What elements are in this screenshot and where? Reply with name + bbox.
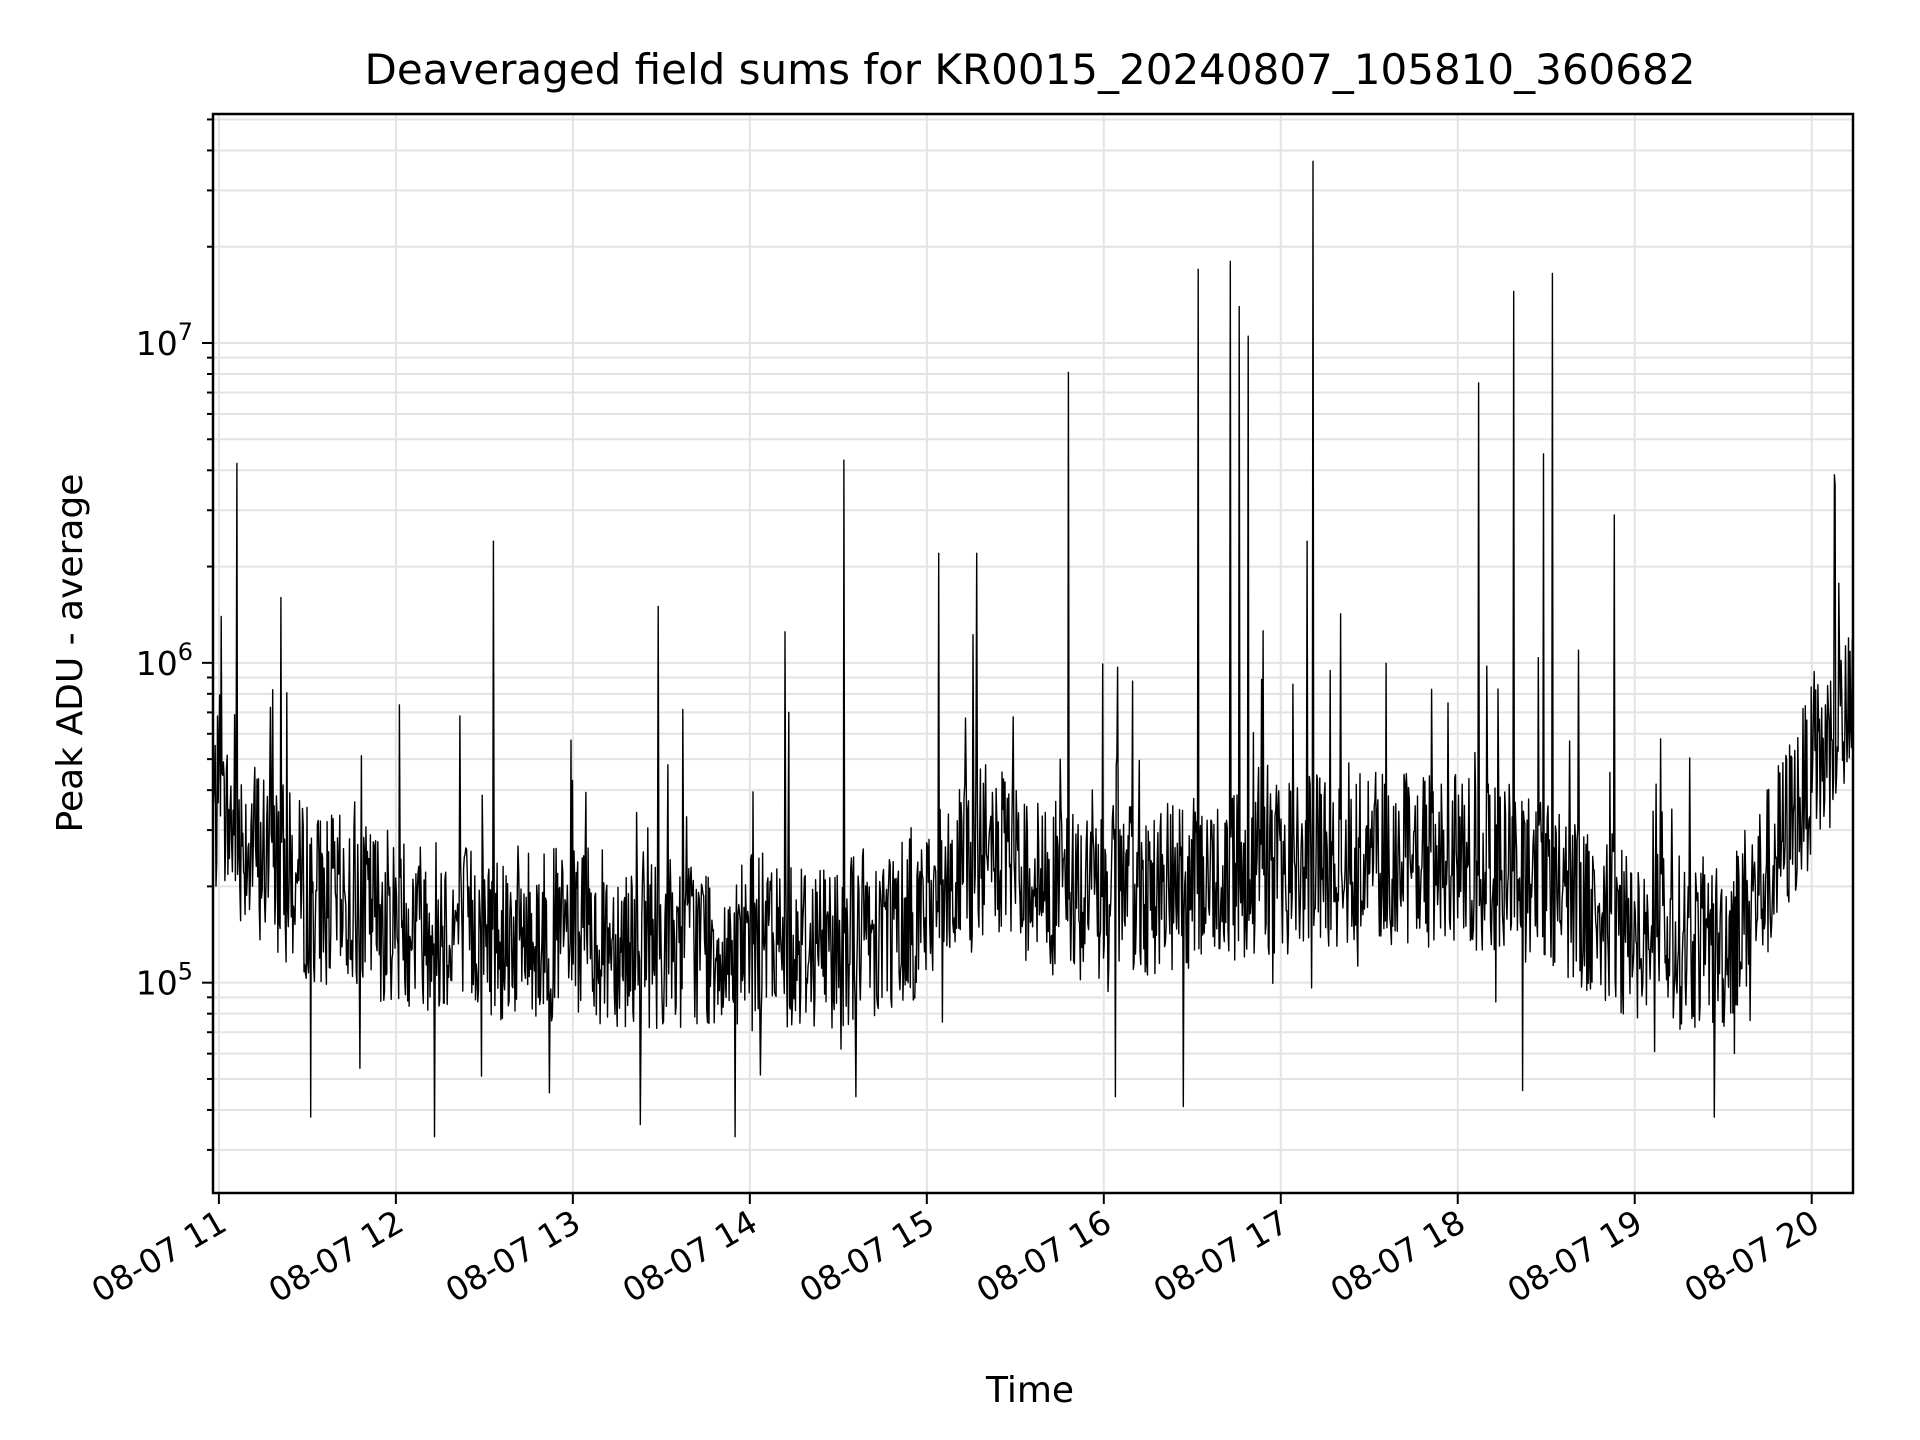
y-tick-label: 105 xyxy=(136,958,193,1003)
x-axis-label: Time xyxy=(985,1370,1074,1411)
chart-title: Deaveraged field sums for KR0015_2024080… xyxy=(365,45,1696,94)
series-path xyxy=(212,160,1854,1138)
y-tick-base: 10 xyxy=(136,964,178,1003)
y-tick-exponent: 7 xyxy=(178,318,193,346)
y-tick-base: 10 xyxy=(136,324,178,363)
y-tick-label: 106 xyxy=(136,638,193,683)
y-tick-exponent: 5 xyxy=(178,958,193,986)
y-tick-base: 10 xyxy=(136,644,178,683)
plot-frame xyxy=(211,112,1855,1195)
series-line xyxy=(212,160,1854,1138)
y-axis-label: Peak ADU - average xyxy=(50,474,91,833)
y-tick-label: 107 xyxy=(136,318,193,363)
y-tick-exponent: 6 xyxy=(178,638,193,666)
